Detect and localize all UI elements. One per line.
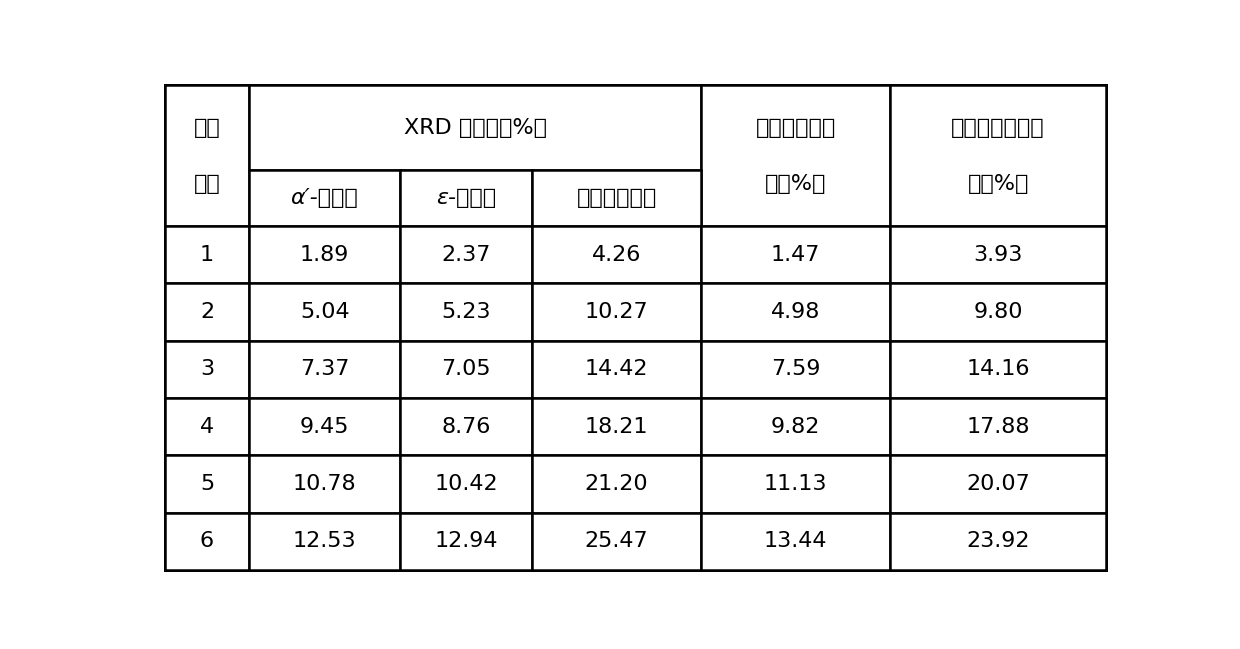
- Text: 4.98: 4.98: [771, 302, 821, 322]
- Text: 1: 1: [200, 245, 215, 265]
- Text: 2: 2: [200, 302, 215, 322]
- Bar: [702, 513, 890, 570]
- Text: 3.93: 3.93: [973, 245, 1023, 265]
- Text: 20.07: 20.07: [966, 474, 1030, 494]
- Text: 21.20: 21.20: [585, 474, 649, 494]
- Text: 9.80: 9.80: [973, 302, 1023, 322]
- Text: 値（%）: 値（%）: [967, 174, 1029, 194]
- Bar: [401, 170, 532, 226]
- Bar: [249, 456, 401, 513]
- Bar: [401, 341, 532, 398]
- Text: 5: 5: [200, 474, 215, 494]
- Bar: [890, 284, 1106, 341]
- Text: 11.13: 11.13: [764, 474, 827, 494]
- Bar: [165, 398, 249, 456]
- Bar: [702, 284, 890, 341]
- Text: 6: 6: [200, 532, 215, 552]
- Bar: [249, 226, 401, 284]
- Bar: [249, 86, 702, 170]
- Bar: [702, 456, 890, 513]
- Bar: [165, 226, 249, 284]
- Bar: [249, 398, 401, 456]
- Bar: [532, 398, 702, 456]
- Bar: [532, 513, 702, 570]
- Text: 13.44: 13.44: [764, 532, 827, 552]
- Bar: [401, 513, 532, 570]
- Text: 10.27: 10.27: [585, 302, 649, 322]
- Text: 7.05: 7.05: [441, 360, 491, 380]
- Bar: [890, 341, 1106, 398]
- Text: 3: 3: [200, 360, 215, 380]
- Bar: [165, 284, 249, 341]
- Bar: [890, 456, 1106, 513]
- Bar: [401, 226, 532, 284]
- Text: 7.59: 7.59: [771, 360, 821, 380]
- Bar: [165, 341, 249, 398]
- Bar: [165, 86, 249, 226]
- Bar: [532, 170, 702, 226]
- Bar: [532, 284, 702, 341]
- Bar: [401, 456, 532, 513]
- Text: 4: 4: [200, 417, 215, 437]
- Text: 1.47: 1.47: [771, 245, 821, 265]
- Text: 试样: 试样: [193, 117, 221, 138]
- Text: 4.26: 4.26: [591, 245, 641, 265]
- Bar: [532, 226, 702, 284]
- Bar: [401, 398, 532, 456]
- Bar: [890, 398, 1106, 456]
- Text: 10.78: 10.78: [293, 474, 357, 494]
- Text: 编号: 编号: [193, 174, 221, 194]
- Bar: [249, 284, 401, 341]
- Text: 18.21: 18.21: [585, 417, 649, 437]
- Bar: [702, 86, 890, 226]
- Bar: [702, 398, 890, 456]
- Text: 23.92: 23.92: [966, 532, 1030, 552]
- Text: 5.23: 5.23: [441, 302, 491, 322]
- Text: 7.37: 7.37: [300, 360, 350, 380]
- Text: 9.82: 9.82: [771, 417, 821, 437]
- Text: 8.76: 8.76: [441, 417, 491, 437]
- Bar: [249, 170, 401, 226]
- Text: 2.37: 2.37: [441, 245, 491, 265]
- Text: 马氏体总含量: 马氏体总含量: [577, 188, 657, 208]
- Bar: [890, 226, 1106, 284]
- Bar: [165, 456, 249, 513]
- Text: 値（%）: 値（%）: [765, 174, 826, 194]
- Text: 铁素体仪测量: 铁素体仪测量: [755, 117, 836, 138]
- Text: 12.94: 12.94: [434, 532, 497, 552]
- Bar: [401, 284, 532, 341]
- Bar: [702, 341, 890, 398]
- Text: 1.89: 1.89: [300, 245, 350, 265]
- Text: α′-马氏体: α′-马氏体: [291, 188, 358, 208]
- Bar: [532, 456, 702, 513]
- Text: 17.88: 17.88: [966, 417, 1030, 437]
- Bar: [532, 341, 702, 398]
- Text: 14.42: 14.42: [585, 360, 649, 380]
- Text: 马氏体含量拟合: 马氏体含量拟合: [951, 117, 1045, 138]
- Text: 25.47: 25.47: [585, 532, 649, 552]
- Bar: [249, 341, 401, 398]
- Bar: [890, 86, 1106, 226]
- Text: 10.42: 10.42: [434, 474, 497, 494]
- Text: 14.16: 14.16: [966, 360, 1030, 380]
- Text: 12.53: 12.53: [293, 532, 357, 552]
- Text: 5.04: 5.04: [300, 302, 350, 322]
- Bar: [890, 513, 1106, 570]
- Bar: [249, 513, 401, 570]
- Text: ε-马氏体: ε-马氏体: [436, 188, 496, 208]
- Text: XRD 测量値（%）: XRD 测量値（%）: [404, 117, 547, 138]
- Bar: [165, 513, 249, 570]
- Text: 9.45: 9.45: [300, 417, 350, 437]
- Bar: [702, 226, 890, 284]
